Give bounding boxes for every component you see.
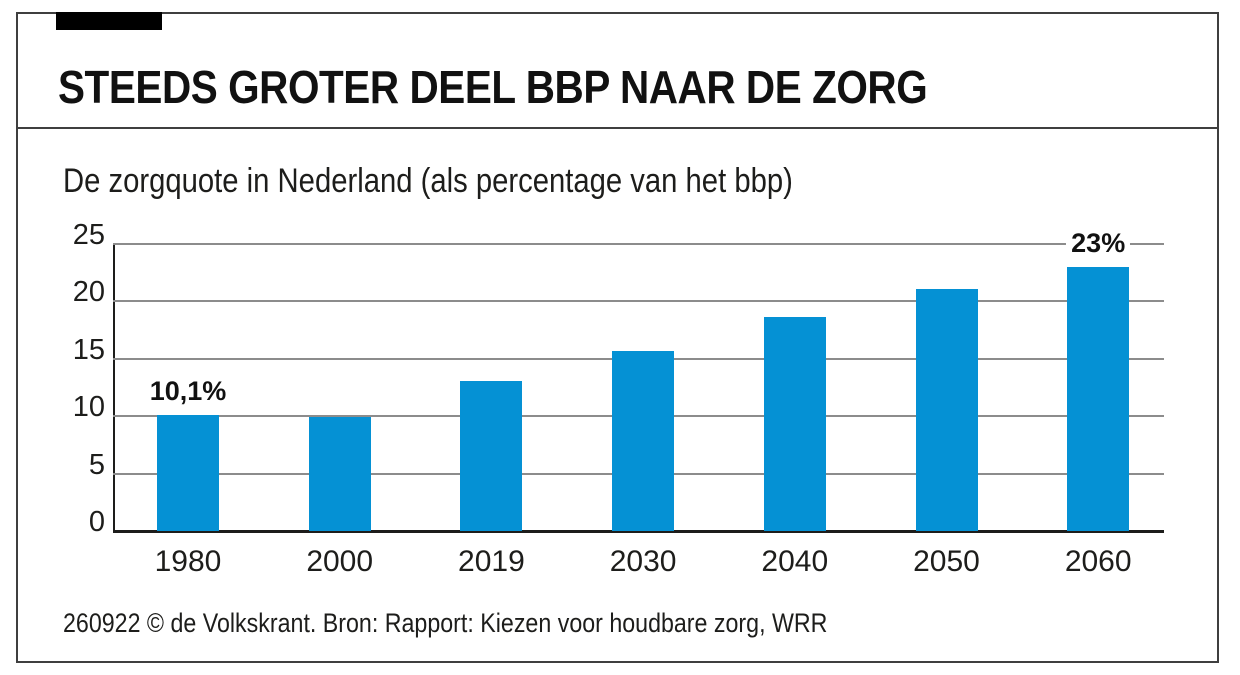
bar xyxy=(764,317,826,531)
brand-tab xyxy=(56,12,162,30)
y-tick-label: 0 xyxy=(88,506,105,538)
page-title: STEEDS GROTER DEEL BBP NAAR DE ZORG xyxy=(58,60,1046,114)
y-axis-labels: 0 5 10 15 20 25 xyxy=(36,221,105,537)
x-tick-label: 2030 xyxy=(609,545,677,578)
y-axis-line xyxy=(113,244,115,531)
bar xyxy=(460,381,522,531)
page-title-text: STEEDS GROTER DEEL BBP NAAR DE ZORG xyxy=(58,61,928,113)
y-tick-label: 5 xyxy=(88,448,105,481)
y-tick-label: 20 xyxy=(72,276,105,309)
bar xyxy=(1067,267,1129,531)
chart-subtitle: De zorgquote in Nederland (als percentag… xyxy=(63,162,912,201)
gridline xyxy=(113,243,1164,245)
chart-subtitle-text: De zorgquote in Nederland (als percentag… xyxy=(63,162,793,200)
x-axis-labels: 1980 2000 2019 2030 2040 2050 2060 xyxy=(113,547,1164,587)
x-tick-label: 2019 xyxy=(458,545,525,578)
bar-value-label: 10,1% xyxy=(144,376,232,405)
bar xyxy=(309,417,371,531)
x-tick-label: 1980 xyxy=(154,545,222,578)
x-tick-label: 2000 xyxy=(306,545,374,578)
infographic-frame: STEEDS GROTER DEEL BBP NAAR DE ZORG De z… xyxy=(16,12,1219,663)
title-divider xyxy=(18,127,1217,129)
bar xyxy=(612,351,674,531)
source-credit-text: 260922 © de Volkskrant. Bron: Rapport: K… xyxy=(63,608,828,638)
bar xyxy=(916,289,978,531)
gridline xyxy=(113,300,1164,303)
bar xyxy=(157,415,219,531)
y-tick-label: 10 xyxy=(72,391,105,424)
x-tick-label: 2060 xyxy=(1064,545,1132,578)
y-tick-label: 15 xyxy=(72,333,105,366)
x-axis-line xyxy=(113,530,1164,533)
bar-value-label: 23% xyxy=(1066,228,1131,257)
y-tick-label: 25 xyxy=(72,219,105,251)
source-credit: 260922 © de Volkskrant. Bron: Rapport: K… xyxy=(63,608,952,639)
x-tick-label: 2040 xyxy=(761,545,829,578)
x-tick-label: 2050 xyxy=(913,545,980,578)
plot-area: 10,1% 23% xyxy=(113,228,1164,533)
